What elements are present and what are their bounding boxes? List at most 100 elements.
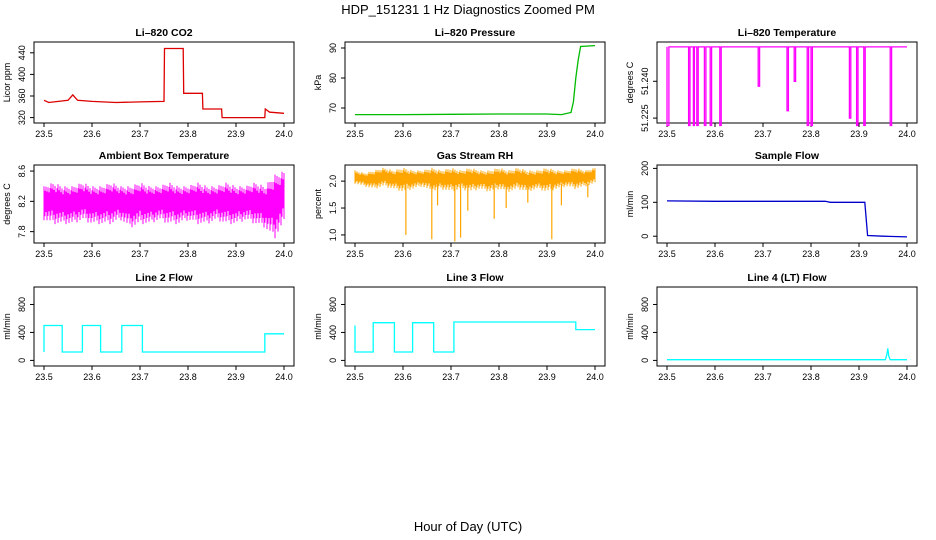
series-line — [43, 324, 284, 353]
x-tick-label: 23.9 — [227, 129, 245, 139]
x-tick-label: 23.6 — [83, 129, 101, 139]
x-tick-label: 23.7 — [131, 372, 149, 382]
x-tick-label: 23.9 — [538, 372, 556, 382]
x-tick-label: 23.8 — [179, 249, 197, 259]
panel-9: Line 4 (LT) Flow ml/min 23.5 23.6 23.7 23.8 23… — [625, 272, 918, 382]
x-tick-label: 23.7 — [442, 249, 460, 259]
x-tick-label: 23.8 — [490, 249, 508, 259]
figure-title: HDP_151231 1 Hz Diagnostics Zoomed PM — [341, 2, 595, 17]
panel-1: Li–820 CO2 Licor ppm 23.5 23.6 23.7 23.8 23.9 2… — [2, 27, 295, 139]
y-tick-label: 0 — [640, 234, 650, 239]
y-tick-label: 1.5 — [328, 202, 338, 215]
panel-title: Li–820 Pressure — [435, 27, 516, 39]
y-tick-label: 800 — [17, 297, 27, 312]
x-tick-label: 23.6 — [394, 129, 412, 139]
x-tick-label: 23.5 — [658, 249, 676, 259]
panel-8: Line 3 Flow ml/min 23.5 23.6 23.7 23.8 23.9 24.… — [313, 272, 606, 382]
x-tick-label: 23.6 — [706, 249, 724, 259]
plot-frame — [344, 286, 606, 367]
x-tick-label: 24.0 — [586, 372, 604, 382]
plot-frame — [344, 41, 606, 124]
x-tick-label: 23.7 — [131, 129, 149, 139]
x-tick-label: 23.7 — [442, 129, 460, 139]
y-tick-label: 320 — [17, 110, 27, 125]
x-tick-label: 23.9 — [227, 249, 245, 259]
y-tick-label: 51.225 — [640, 104, 650, 132]
y-tick-label: 400 — [17, 67, 27, 82]
x-tick-label: 23.5 — [658, 129, 676, 139]
x-tick-label: 24.0 — [898, 372, 916, 382]
panel-title: Ambient Box Temperature — [99, 150, 230, 162]
x-tick-label: 23.8 — [802, 129, 820, 139]
x-tick-label: 24.0 — [586, 129, 604, 139]
x-tick-label: 23.5 — [35, 129, 53, 139]
y-tick-label: 200 — [640, 161, 650, 176]
x-tick-label: 23.8 — [179, 129, 197, 139]
x-tick-label: 23.5 — [346, 372, 364, 382]
y-axis-label: ml/min — [313, 313, 323, 340]
y-axis-label: kPa — [313, 75, 323, 91]
y-tick-label: 800 — [328, 297, 338, 312]
y-tick-label: 90 — [328, 43, 338, 53]
x-tick-label: 23.6 — [394, 249, 412, 259]
panel-title: Line 3 Flow — [446, 272, 504, 284]
y-tick-label: 0 — [640, 358, 650, 363]
panel-title: Sample Flow — [755, 150, 820, 162]
y-tick-label: 400 — [328, 325, 338, 340]
y-tick-label: 80 — [328, 73, 338, 83]
x-tick-label: 23.7 — [754, 129, 772, 139]
y-tick-label: 360 — [17, 88, 27, 103]
series-line — [666, 46, 907, 127]
series-line — [666, 200, 908, 238]
x-tick-label: 23.7 — [131, 249, 149, 259]
x-tick-label: 23.5 — [346, 249, 364, 259]
x-tick-label: 23.5 — [35, 249, 53, 259]
panel-title: Line 4 (LT) Flow — [747, 272, 827, 284]
figure-xlabel: Hour of Day (UTC) — [414, 519, 522, 534]
x-tick-label: 24.0 — [898, 249, 916, 259]
y-tick-label: 7.8 — [17, 225, 27, 238]
x-tick-label: 23.9 — [850, 249, 868, 259]
plot-frame — [656, 286, 918, 367]
panel-title: Li–820 Temperature — [738, 27, 837, 39]
x-tick-label: 23.8 — [802, 372, 820, 382]
x-tick-label: 23.9 — [850, 129, 868, 139]
y-axis-label: ml/min — [625, 313, 635, 340]
panel-title: Li–820 CO2 — [135, 27, 192, 39]
x-tick-label: 23.5 — [346, 129, 364, 139]
x-tick-label: 23.5 — [35, 372, 53, 382]
plot-frame — [656, 41, 918, 124]
x-tick-label: 23.6 — [83, 249, 101, 259]
y-tick-label: 8.6 — [17, 165, 27, 178]
y-tick-label: 400 — [640, 325, 650, 340]
plot-frame — [656, 164, 918, 244]
y-tick-label: 100 — [640, 195, 650, 210]
y-axis-label: ml/min — [2, 313, 12, 340]
series-noise-band — [354, 167, 596, 192]
plot-frame — [33, 164, 295, 244]
y-axis-label: Licor ppm — [2, 63, 12, 103]
panel-title: Line 2 Flow — [135, 272, 193, 284]
x-tick-label: 23.7 — [754, 249, 772, 259]
x-tick-label: 24.0 — [275, 372, 293, 382]
x-tick-label: 23.5 — [658, 372, 676, 382]
y-axis-label: degrees C — [2, 183, 12, 225]
y-tick-label: 70 — [328, 103, 338, 113]
x-tick-label: 23.9 — [227, 372, 245, 382]
y-tick-label: 51.240 — [640, 68, 650, 96]
x-tick-label: 24.0 — [586, 249, 604, 259]
series-line — [667, 348, 907, 361]
panel-6: Sample Flow ml/min 23.5 23.6 23.7 23.8 23.9 24.… — [625, 150, 918, 259]
y-axis-label: ml/min — [625, 191, 635, 218]
x-tick-label: 24.0 — [898, 129, 916, 139]
x-tick-label: 23.8 — [490, 372, 508, 382]
y-axis-label: percent — [313, 188, 323, 219]
y-tick-label: 2.0 — [328, 175, 338, 188]
panel-3: Li–820 Temperature degrees C 23.5 23.6 23.7 2… — [625, 27, 918, 139]
series-line — [354, 321, 595, 353]
panel-5: Gas Stream RH percent 23.5 23.6 23.7 23.8 23.9… — [313, 150, 606, 259]
x-tick-label: 23.8 — [490, 129, 508, 139]
series-line — [43, 47, 285, 119]
y-tick-label: 400 — [17, 325, 27, 340]
